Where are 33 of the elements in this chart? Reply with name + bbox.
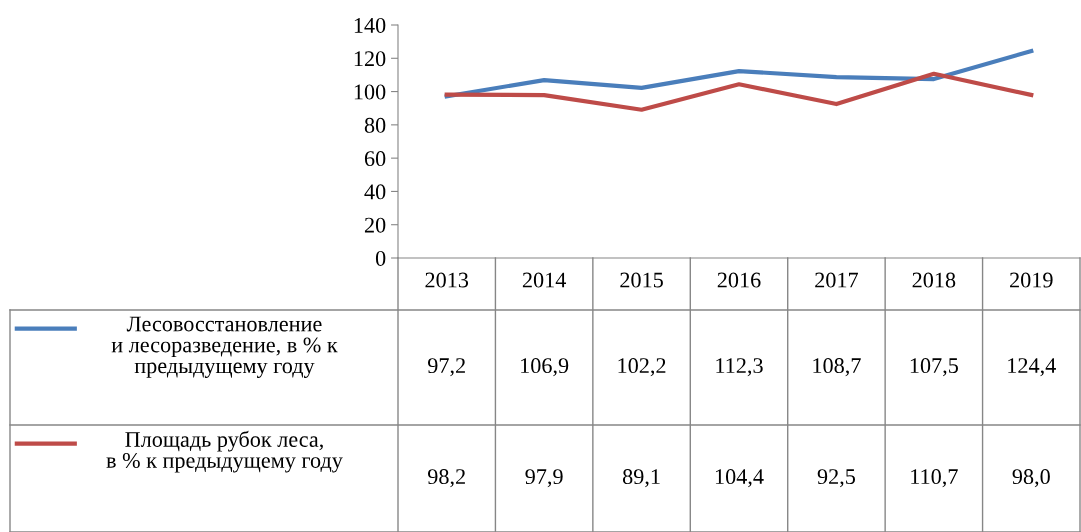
- data-label: 124,4: [1008, 358, 1056, 377]
- y-tick-label: 60: [364, 151, 386, 167]
- x-tick-label: 2013: [425, 272, 469, 288]
- data-label: 102,2: [618, 358, 666, 377]
- y-tick-label: 80: [364, 117, 386, 133]
- y-tick-label: 140: [354, 17, 386, 33]
- data-label: 110,7: [911, 469, 958, 488]
- y-tick-label: 40: [364, 184, 386, 200]
- y-tick-label: 0: [375, 250, 386, 266]
- x-tick-label: 2017: [815, 272, 859, 288]
- data-label: 108,7: [813, 358, 861, 377]
- data-label: 92,5: [817, 469, 855, 488]
- data-label: 104,4: [715, 469, 764, 488]
- data-label: 98,0: [1012, 469, 1050, 488]
- x-tick-label: 2019: [1010, 272, 1053, 288]
- line-series: [444, 48, 1034, 99]
- y-tick-label: 20: [364, 217, 386, 233]
- legend-label: Лесовосстановление и лесоразведение, в % к предыдущему году: [111, 316, 338, 378]
- x-tick-label: 2015: [620, 272, 663, 288]
- data-label: 97,2: [427, 358, 465, 377]
- data-label: 107,5: [910, 358, 958, 377]
- legend-label: Площадь рубок леса, в % к предыдущему году: [106, 430, 343, 473]
- y-tick-label: 120: [354, 51, 386, 67]
- data-label: 97,9: [525, 469, 563, 488]
- x-tick-label: 2016: [717, 272, 761, 288]
- data-label: 106,9: [521, 358, 569, 377]
- line-series: [444, 71, 1034, 112]
- y-tick-label: 100: [354, 84, 386, 100]
- data-label: 112,3: [716, 358, 763, 377]
- x-tick-label: 2018: [912, 272, 956, 288]
- data-label: 98,2: [427, 469, 465, 488]
- x-tick-label: 2014: [522, 272, 567, 288]
- data-label: 89,1: [622, 469, 660, 488]
